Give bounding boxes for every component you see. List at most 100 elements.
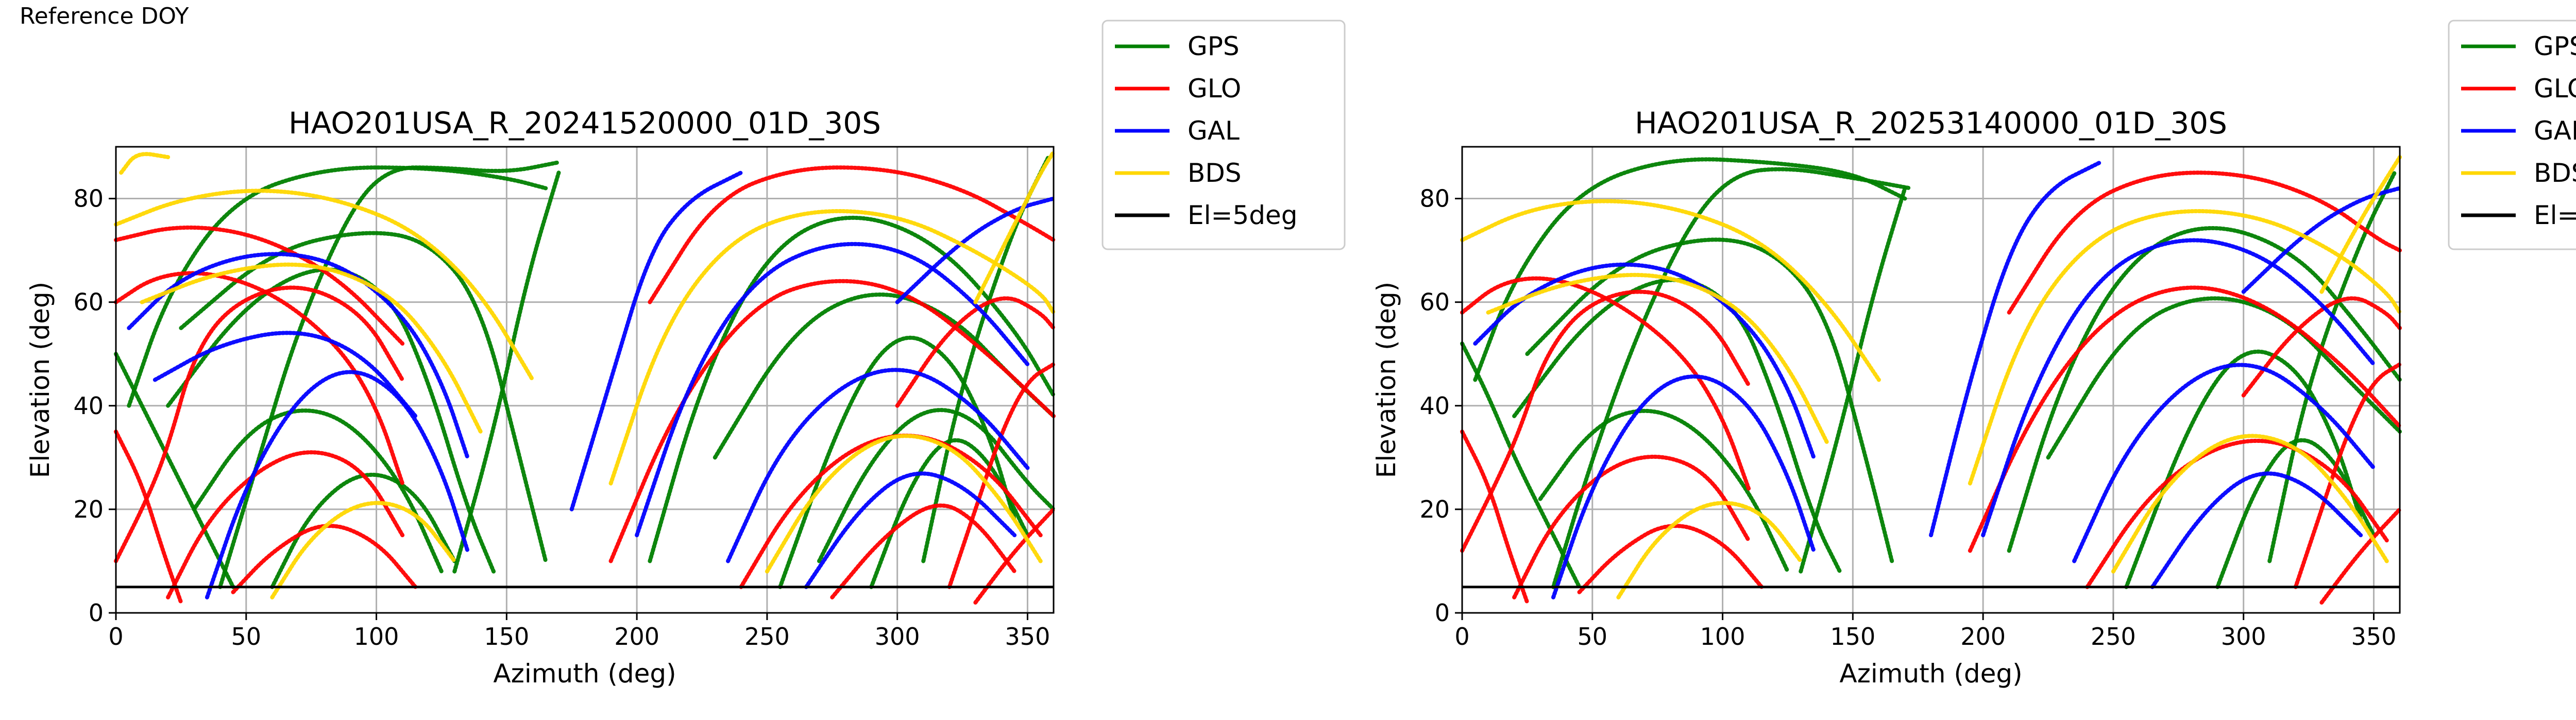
glo-track [1577,524,1764,594]
gps-track [1538,408,1790,574]
x-tick-label: 50 [231,623,262,650]
glo-track [895,296,1056,408]
gps-track [179,231,548,563]
gps-track [2007,226,2402,553]
bds-track [608,209,1056,486]
legend-label: GAL [2534,116,2576,146]
y-axis-label: Elevation (deg) [1371,282,1401,478]
glo-track [1460,430,1530,605]
bds-track [2319,155,2402,294]
gal-track [1473,262,1816,460]
gps-track [127,165,548,408]
glo-track [2007,170,2402,315]
y-tick-label: 20 [73,495,104,523]
x-tick-label: 150 [1830,623,1875,650]
gal-track [2150,471,2363,589]
legend-label: BDS [1188,158,1242,188]
x-tick-label: 350 [2351,623,2397,650]
legend-label: GPS [1188,31,1240,61]
glo-track [1512,454,1751,599]
gps-track [2124,349,2363,589]
gps-track [270,472,457,589]
bds-track [765,434,1043,574]
x-tick-label: 300 [875,623,920,650]
x-axis-label: Azimuth (deg) [1839,659,2022,689]
x-tick-label: 250 [744,623,790,650]
glo-track [2241,296,2402,398]
x-tick-label: 100 [354,623,399,650]
bds-track [1460,199,1881,382]
gps-track [1551,167,1912,589]
x-tick-label: 200 [614,623,659,650]
y-tick-label: 40 [73,392,104,420]
chart-panel-2: 0 50 100 150 200 250 300 350 0 20 40 60 80 HAO201USA_… [1371,20,2576,689]
x-tick-label: 50 [1578,623,1608,650]
x-tick-label: 150 [484,623,529,650]
bds-track [114,188,535,382]
x-tick-label: 250 [2091,623,2136,650]
x-tick-label: 100 [1700,623,1745,650]
chart-panel-1: 0 50 100 150 200 250 300 350 0 20 40 60 80 HAO201USA_… [25,20,1346,689]
satellite-tracks [114,150,1056,605]
legend-label: GPS [2534,31,2576,61]
y-tick-label: 80 [1419,185,1450,213]
glo-track [2319,507,2402,605]
legend-box [2448,20,2576,250]
gps-track [778,335,1017,589]
gps-track [114,352,235,589]
glo-track [830,503,1017,599]
gps-track [1460,341,1582,589]
y-tick-label: 40 [1419,392,1450,420]
gal-track [2241,186,2402,294]
satellite-tracks [1460,155,2402,605]
glo-track [648,165,1056,304]
x-tick-label: 350 [1005,623,1050,650]
glo-track [114,285,405,563]
legend-label: GLO [1188,74,1241,104]
y-tick-label: 0 [1435,599,1450,627]
x-tick-label: 200 [1960,623,2006,650]
gal-track [205,370,470,599]
legend-label: El=5deg [2534,200,2576,230]
gal-track [1551,374,1816,599]
y-axis-label: Elevation (deg) [25,282,55,478]
chart-title: HAO201USA_R_20241520000_01D_30S [289,106,881,141]
legend-label: BDS [2534,158,2576,188]
gal-track [569,170,743,511]
glo-track [114,430,183,605]
gps-track [1799,186,1907,574]
legend-box [1101,20,1346,250]
reference-doy-label: Reference DOY [20,3,189,29]
gal-track [127,252,470,460]
bds-track [140,262,483,434]
bds-track [2111,434,2389,574]
y-tick-label: 0 [89,599,104,627]
gal-track [635,242,1030,538]
bds-track [973,150,1056,304]
bds-track [270,501,457,599]
gps-track [1473,157,1907,382]
glo-track [114,225,405,346]
x-axis-label: Azimuth (deg) [493,659,676,689]
glo-track [2085,438,2389,589]
gps-track [817,408,1056,563]
glo-track [166,450,405,599]
gal-track [2072,363,2376,563]
glo-track [231,524,418,594]
bds-track [119,152,171,175]
glo-track [608,279,1056,563]
legend-label: GAL [1188,116,1240,146]
bds-track [1486,272,1829,444]
glo-track [2293,362,2402,589]
bds-track [1616,501,1803,599]
plot-frame [1461,146,2401,614]
x-tick-label: 0 [108,623,123,650]
gal-track [804,471,1017,589]
gps-track [921,155,1050,563]
glo-track [1968,285,2402,553]
y-tick-label: 20 [1419,495,1450,523]
gal-track [1929,160,2103,538]
gps-track [452,170,561,574]
plot-frame [115,146,1055,614]
legend-label: El=5deg [1188,200,1297,230]
